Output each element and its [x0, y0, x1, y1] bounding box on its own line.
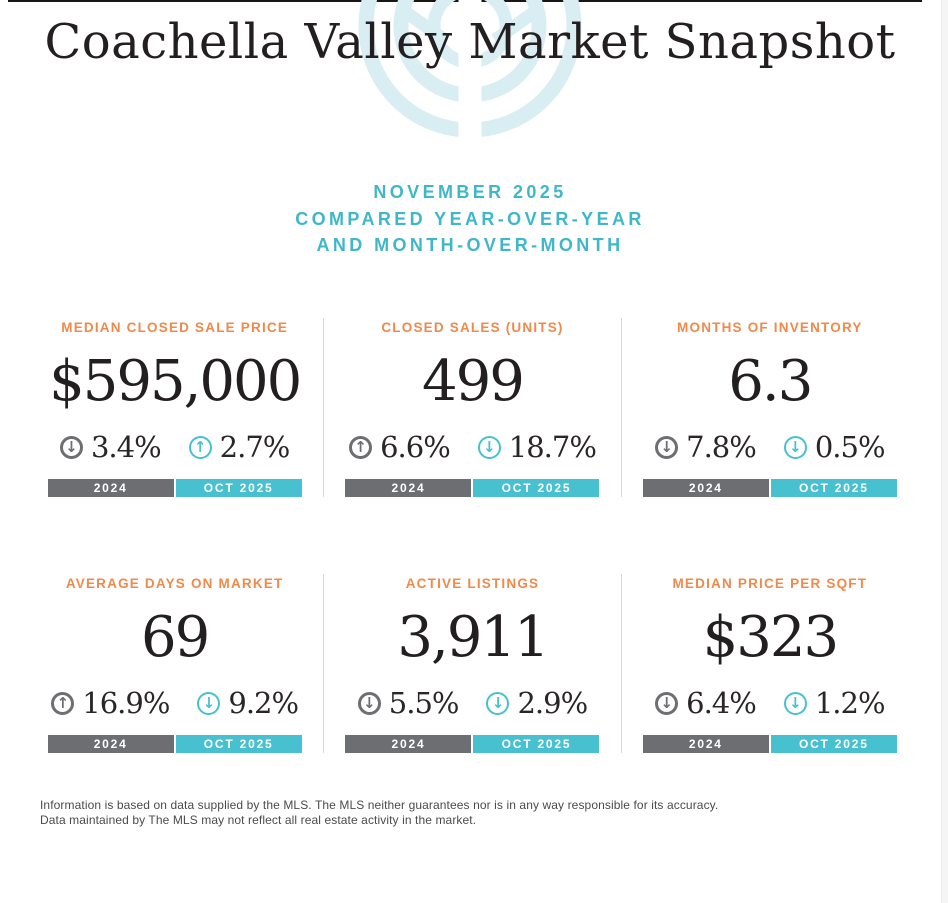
trend-arrow-icon: ↑	[188, 435, 212, 459]
mom-trend: ↓ 2.9%	[486, 686, 588, 720]
yoy-trend: ↓ 6.4%	[655, 686, 757, 720]
mom-change-value: 18.7%	[508, 430, 597, 464]
trend-row: ↓ 6.4% ↓ 1.2%	[655, 686, 886, 720]
stat-value: $323	[702, 605, 840, 670]
trend-row: ↑ 16.9% ↓ 9.2%	[51, 686, 299, 720]
comparison-period-bars: 2024 OCT 2025	[47, 479, 302, 497]
page-title: Coachella Valley Market Snapshot	[44, 14, 896, 70]
stat-card-median-closed-sale-price: MEDIAN CLOSED SALE PRICE $595,000 ↓ 3.4%…	[26, 318, 323, 497]
yoy-trend: ↓ 7.8%	[655, 430, 757, 464]
disclaimer-line-1: Information is based on data supplied by…	[40, 798, 719, 812]
stat-card-median-price-per-sqft: MEDIAN PRICE PER SQFT $323 ↓ 6.4% ↓ 1.2%…	[620, 574, 918, 753]
mom-trend: ↓ 0.5%	[783, 430, 886, 464]
trend-row: ↑ 6.6% ↓ 18.7%	[349, 430, 597, 464]
stat-label: CLOSED SALES (UNITS)	[381, 320, 564, 335]
period-2024-bar: 2024	[47, 735, 174, 753]
period-2024-bar: 2024	[345, 735, 472, 753]
trend-arrow-icon: ↓	[59, 435, 83, 459]
report-period-subtitle: NOVEMBER 2025 COMPARED YEAR-OVER-YEAR AN…	[0, 179, 940, 259]
stat-label: ACTIVE LISTINGS	[405, 576, 540, 591]
stat-label: MEDIAN PRICE PER SQFT	[672, 576, 868, 591]
mom-change-value: 2.7%	[219, 430, 291, 464]
stat-label: AVERAGE DAYS ON MARKET	[65, 576, 284, 591]
comparison-period-bars: 2024 OCT 2025	[642, 479, 897, 497]
comparison-period-bars: 2024 OCT 2025	[47, 735, 302, 753]
right-edge-strip	[941, 0, 948, 903]
period-oct-2025-bar: OCT 2025	[175, 735, 302, 753]
stat-value: 6.3	[728, 349, 813, 414]
subtitle-line-2: COMPARED YEAR-OVER-YEAR	[295, 208, 645, 229]
stat-card-closed-sales-units: CLOSED SALES (UNITS) 499 ↑ 6.6% ↓ 18.7% …	[323, 318, 620, 497]
period-oct-2025-bar: OCT 2025	[770, 479, 897, 497]
stat-label: MONTHS OF INVENTORY	[677, 320, 863, 335]
stat-value: 499	[422, 349, 525, 414]
yoy-change-value: 6.6%	[380, 430, 451, 464]
mom-change-value: 9.2%	[228, 686, 299, 720]
period-2024-bar: 2024	[345, 479, 472, 497]
subtitle-line-3: AND MONTH-OVER-MONTH	[316, 235, 624, 255]
trend-row: ↓ 3.4% ↑ 2.7%	[59, 430, 291, 464]
trend-arrow-icon: ↑	[349, 435, 373, 459]
period-oct-2025-bar: OCT 2025	[473, 479, 600, 497]
stat-card-average-days-on-market: AVERAGE DAYS ON MARKET 69 ↑ 16.9% ↓ 9.2%…	[26, 574, 323, 753]
period-2024-bar: 2024	[47, 479, 174, 497]
stat-value: 3,911	[397, 605, 549, 670]
yoy-trend: ↑ 16.9%	[51, 686, 170, 720]
mom-trend: ↑ 2.7%	[188, 430, 291, 464]
yoy-trend: ↑ 6.6%	[349, 430, 451, 464]
trend-arrow-icon: ↓	[477, 435, 501, 459]
stat-card-active-listings: ACTIVE LISTINGS 3,911 ↓ 5.5% ↓ 2.9% 2024…	[323, 574, 620, 753]
trend-arrow-icon: ↓	[357, 691, 381, 715]
footer-disclaimer: Information is based on data supplied by…	[40, 798, 800, 827]
mom-trend: ↓ 18.7%	[477, 430, 597, 464]
trend-arrow-icon: ↓	[486, 691, 510, 715]
period-2024-bar: 2024	[642, 735, 769, 753]
stat-value: 69	[141, 605, 210, 670]
stats-grid: MEDIAN CLOSED SALE PRICE $595,000 ↓ 3.4%…	[26, 318, 918, 753]
trend-arrow-icon: ↓	[783, 435, 807, 459]
trend-row: ↓ 5.5% ↓ 2.9%	[357, 686, 588, 720]
period-oct-2025-bar: OCT 2025	[175, 479, 302, 497]
mom-trend: ↓ 9.2%	[197, 686, 299, 720]
yoy-change-value: 7.8%	[686, 430, 757, 464]
trend-arrow-icon: ↓	[655, 691, 679, 715]
trend-arrow-icon: ↓	[783, 691, 807, 715]
yoy-trend: ↓ 3.4%	[59, 430, 162, 464]
stat-label: MEDIAN CLOSED SALE PRICE	[61, 320, 289, 335]
yoy-change-value: 5.5%	[388, 686, 460, 720]
yoy-change-value: 16.9%	[82, 686, 170, 720]
subtitle-line-1: NOVEMBER 2025	[373, 182, 567, 202]
period-oct-2025-bar: OCT 2025	[473, 735, 600, 753]
yoy-change-value: 3.4%	[90, 430, 162, 464]
mom-trend: ↓ 1.2%	[783, 686, 886, 720]
period-oct-2025-bar: OCT 2025	[770, 735, 897, 753]
trend-row: ↓ 7.8% ↓ 0.5%	[655, 430, 886, 464]
trend-arrow-icon: ↓	[197, 691, 221, 715]
disclaimer-line-2: Data maintained by The MLS may not refle…	[40, 812, 477, 827]
comparison-period-bars: 2024 OCT 2025	[642, 735, 897, 753]
stat-card-months-of-inventory: MONTHS OF INVENTORY 6.3 ↓ 7.8% ↓ 0.5% 20…	[620, 318, 918, 497]
mom-change-value: 0.5%	[814, 430, 886, 464]
mom-change-value: 2.9%	[517, 686, 588, 720]
comparison-period-bars: 2024 OCT 2025	[345, 735, 600, 753]
brand-emblem-logo	[358, 0, 582, 142]
comparison-period-bars: 2024 OCT 2025	[345, 479, 600, 497]
mom-change-value: 1.2%	[814, 686, 886, 720]
yoy-change-value: 6.4%	[686, 686, 757, 720]
trend-arrow-icon: ↑	[51, 691, 75, 715]
trend-arrow-icon: ↓	[655, 435, 679, 459]
period-2024-bar: 2024	[642, 479, 769, 497]
stat-value: $595,000	[49, 349, 302, 414]
yoy-trend: ↓ 5.5%	[357, 686, 460, 720]
